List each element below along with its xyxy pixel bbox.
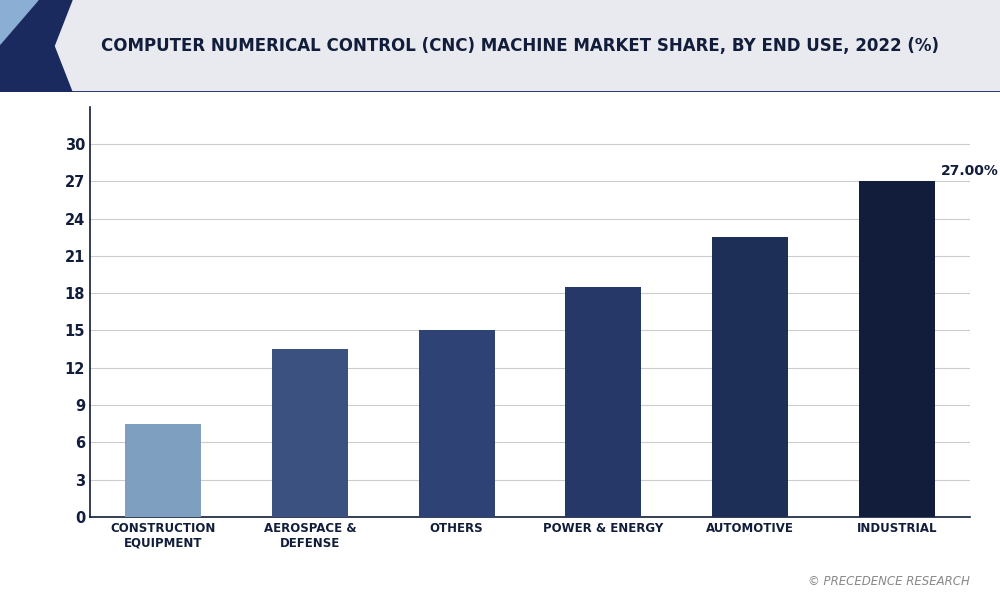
Text: © PRECEDENCE RESEARCH: © PRECEDENCE RESEARCH	[808, 575, 970, 588]
Text: 27.00%: 27.00%	[941, 164, 999, 178]
Bar	[859, 181, 935, 517]
Bar	[419, 330, 495, 517]
Bar	[712, 238, 788, 517]
Text: COMPUTER NUMERICAL CONTROL (CNC) MACHINE MARKET SHARE, BY END USE, 2022 (%): COMPUTER NUMERICAL CONTROL (CNC) MACHINE…	[101, 37, 939, 55]
Polygon shape	[0, 0, 72, 92]
Bar	[125, 424, 201, 517]
Polygon shape	[0, 0, 38, 44]
Bar	[272, 349, 348, 517]
Bar	[565, 287, 641, 517]
